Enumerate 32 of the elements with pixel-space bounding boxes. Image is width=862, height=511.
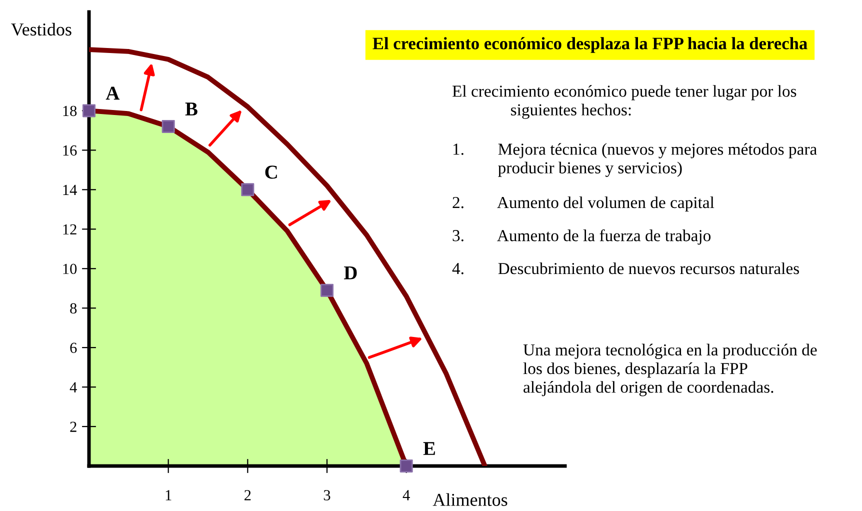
y-axis-title: Vestidos xyxy=(11,22,72,36)
x-axis-title: Alimentos xyxy=(432,493,508,506)
y-tick-label: 10 xyxy=(63,264,77,274)
annotation: D xyxy=(344,266,357,280)
y-tick-label: 2 xyxy=(70,422,76,432)
annotation: Una mejora tecnológica en la producción de los dos bienes, desplazaría la FPP alejándola del origen de coordenadas. xyxy=(523,344,817,396)
annotation: C xyxy=(265,166,277,179)
annotation: El crecimiento económico puede tener lugar por los siguientes hechos: xyxy=(452,85,796,119)
y-tick-label: 14 xyxy=(63,184,77,195)
y-tick-label: 4 xyxy=(70,382,77,392)
y-tick-label: 16 xyxy=(63,145,77,156)
x-tick-label: 2 xyxy=(244,490,251,500)
point xyxy=(241,183,254,196)
x-tick-label: 1 xyxy=(166,490,172,500)
y-tick-label: 6 xyxy=(70,342,77,354)
annotation: 1. Mejora técnica (nuevos y mejores métodos para producir bienes y servicios) xyxy=(453,143,817,177)
annotation: 3. Aumento de la fuerza de trabajo xyxy=(452,229,711,245)
point xyxy=(82,104,96,118)
annotation: 4. Descubrimiento de nuevos recursos naturales xyxy=(452,262,799,274)
x-tick-label: 3 xyxy=(324,490,330,500)
text: El crecimiento económico desplaza la FPP hacia la derecha xyxy=(372,37,808,53)
y-tick-label: 8 xyxy=(70,303,77,314)
point xyxy=(320,284,334,297)
annotation: E xyxy=(423,442,435,455)
y-tick-label: 12 xyxy=(63,224,76,234)
y-tick-label: 18 xyxy=(63,106,77,116)
annotation: B xyxy=(185,102,198,116)
point xyxy=(162,120,175,133)
annotation: A xyxy=(106,86,120,100)
point xyxy=(400,459,413,473)
x-tick-label: 4 xyxy=(402,490,410,500)
annotation: 2. Aumento del volumen de capital xyxy=(452,196,714,212)
